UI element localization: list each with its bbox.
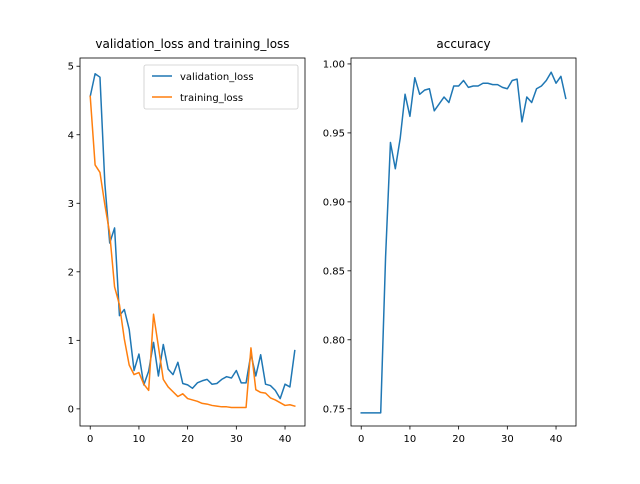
y-tick-label: 1 (68, 336, 74, 347)
y-tick-label: 0.85 (323, 266, 345, 277)
legend-label: validation_loss (180, 72, 254, 83)
series-line-series-1 (360, 71, 567, 414)
panel-1: 0 10 20 30 40 0 1 2 3 4 5 validation_loss and train… (68, 37, 306, 445)
y-tick-label: 0.80 (323, 335, 345, 346)
y-tick-label: 2 (68, 267, 74, 278)
y-tick-label: 3 (68, 199, 74, 210)
series-line-validation_loss (89, 73, 296, 400)
y-tick-label: 0.90 (323, 197, 345, 208)
panel-2: 0 10 20 30 40 0.75 0.80 0.85 0.90 0.95 1.00 accurac… (323, 37, 577, 445)
axes-frame (350, 57, 577, 427)
chart-title: accuracy (436, 37, 490, 51)
x-tick-label: 20 (181, 434, 194, 445)
legend-box (143, 64, 299, 110)
legend: validation_loss training_loss (143, 64, 299, 110)
x-tick-label: 10 (404, 434, 417, 445)
y-tick-label: 0.75 (323, 404, 345, 415)
x-tick-label: 40 (279, 434, 292, 445)
y-tick-label: 4 (68, 130, 74, 141)
x-tick-label: 0 (87, 434, 93, 445)
x-tick-label: 10 (133, 434, 146, 445)
x-tick-label: 0 (358, 434, 364, 445)
x-tick-label: 30 (501, 434, 514, 445)
axes-frame (79, 57, 306, 427)
chart-title: validation_loss and training_loss (95, 37, 289, 51)
x-tick-label: 20 (452, 434, 465, 445)
x-tick-label: 30 (230, 434, 243, 445)
series-line-training_loss (89, 95, 296, 409)
y-tick-label: 0.95 (323, 128, 345, 139)
legend-label: training_loss (180, 93, 243, 104)
x-tick-label: 40 (550, 434, 563, 445)
y-tick-label: 0 (68, 404, 74, 415)
y-tick-label: 5 (68, 62, 74, 73)
y-tick-label: 1.00 (323, 59, 345, 70)
